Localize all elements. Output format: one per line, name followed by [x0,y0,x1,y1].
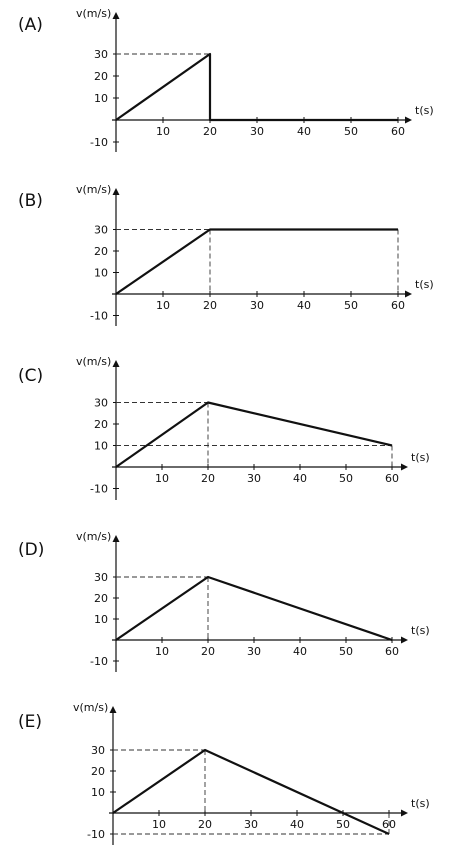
y-tick-label: 20 [91,765,105,778]
x-tick-label: 20 [201,472,215,485]
y-tick-label: 10 [94,267,108,280]
x-tick-label: 30 [250,299,264,312]
y-tick-label: -10 [90,310,108,323]
y-tick-label: 20 [94,245,108,258]
panel-label: (E) [18,712,42,732]
x-tick-label: 10 [156,299,170,312]
panel-label: (A) [18,15,43,35]
velocity-line [112,748,390,836]
x-tick-label: 20 [198,818,212,831]
x-axis-label: t(s) [411,624,430,637]
y-tick-label: -10 [90,136,108,149]
x-tick-label: 60 [391,125,405,138]
panel-label: (D) [18,540,44,560]
x-tick-label: 60 [385,472,399,485]
x-tick-label: 50 [339,472,353,485]
x-tick-label: 30 [247,645,261,658]
y-axis-arrow [112,12,120,19]
y-axis-label: v(m/s) [76,530,111,543]
y-axis-arrow [112,535,120,542]
y-tick-label: -10 [90,655,108,668]
x-tick-label: 30 [244,818,258,831]
y-axis-arrow [112,188,120,195]
y-axis-label: v(m/s) [76,183,111,196]
x-axis-arrow [401,809,408,817]
velocity-line [115,401,393,468]
x-tick-label: 10 [152,818,166,831]
y-tick-label: 30 [91,744,105,757]
x-tick-label: 60 [385,645,399,658]
chart-panel-1: (A) v(m/s) t(s) 10 20 30 40 50 60 30 20 10 -10 [18,7,434,152]
y-tick-label: 30 [94,397,108,410]
y-axis-arrow [109,706,117,713]
x-tick-label: 40 [290,818,304,831]
y-tick-label: 30 [94,571,108,584]
x-axis-label: t(s) [415,278,434,291]
x-tick-label: 10 [155,472,169,485]
x-tick-label: 10 [156,125,170,138]
y-tick-label: 10 [94,92,108,105]
y-tick-label: 10 [91,786,105,799]
y-axis-label: v(m/s) [76,355,111,368]
y-tick-label: 10 [94,613,108,626]
x-tick-label: 30 [247,472,261,485]
x-tick-label: 50 [344,299,358,312]
x-tick-label: 40 [293,472,307,485]
x-tick-label: 40 [297,299,311,312]
x-axis-arrow [405,290,412,298]
y-axis-label: v(m/s) [73,701,108,714]
y-tick-label: 10 [94,440,108,453]
velocity-line [115,52,398,122]
x-tick-label: 30 [250,125,264,138]
x-tick-label: 40 [293,645,307,658]
y-axis-arrow [112,360,120,367]
x-axis-arrow [401,636,408,644]
y-tick-label: 20 [94,70,108,83]
velocity-line [115,575,393,642]
x-axis-label: t(s) [415,104,434,117]
chart-panel-3: (C) v(m/s) t(s) 10 20 30 40 50 60 30 20 10 -10 [18,355,430,500]
x-axis-label: t(s) [411,797,430,810]
x-tick-label: 50 [344,125,358,138]
y-axis-label: v(m/s) [76,7,111,20]
chart-panel-4: (D) v(m/s) t(s) 10 20 30 40 50 60 30 20 10 -10 [18,530,430,672]
chart-panel-2: (B) v(m/s) t(s) 10 20 30 40 50 60 30 20 10 -10 [18,183,434,326]
x-tick-label: 50 [336,818,350,831]
x-tick-label: 20 [203,299,217,312]
x-tick-label: 20 [201,645,215,658]
x-tick-label: 20 [203,125,217,138]
x-tick-label: 10 [155,645,169,658]
y-tick-label: 20 [94,592,108,605]
x-tick-label: 40 [297,125,311,138]
x-axis-arrow [405,116,412,124]
panel-label: (C) [18,366,43,386]
y-tick-label: 20 [94,418,108,431]
y-tick-label: -10 [90,483,108,496]
x-tick-label: 50 [339,645,353,658]
y-tick-label: 30 [94,48,108,61]
x-axis-arrow [401,463,408,471]
y-tick-label: -10 [87,828,105,841]
y-tick-label: 30 [94,224,108,237]
x-axis-label: t(s) [411,451,430,464]
velocity-line [115,228,398,295]
panel-label: (B) [18,191,43,211]
x-tick-label: 60 [391,299,405,312]
